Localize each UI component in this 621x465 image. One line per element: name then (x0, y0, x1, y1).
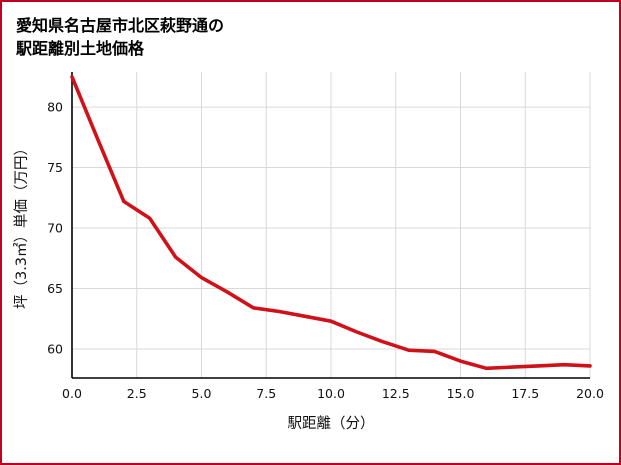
y-tick-label: 80 (47, 100, 63, 115)
chart-title: 愛知県名古屋市北区萩野通の 駅距離別土地価格 (2, 2, 619, 60)
y-tick-label: 60 (47, 342, 63, 357)
x-tick-label: 7.5 (256, 386, 276, 401)
land-price-line-chart: 0.0 2.5 5.0 7.5 10.0 12.5 15.0 17.5 20.0 60 65 70 75… (13, 72, 604, 432)
x-tick-label: 20.0 (576, 386, 604, 401)
y-tick-label: 70 (47, 221, 63, 236)
chart-area: 0.0 2.5 5.0 7.5 10.0 12.5 15.0 17.5 20.0 60 65 70 75… (10, 66, 619, 438)
x-tick-label: 0.0 (62, 386, 82, 401)
x-tick-label: 12.5 (382, 386, 410, 401)
x-tick-label: 10.0 (317, 386, 345, 401)
x-tick-label: 17.5 (511, 386, 539, 401)
x-tick-label: 2.5 (127, 386, 147, 401)
y-tick-label: 65 (47, 281, 63, 296)
y-axis-label: 坪（3.3㎡）単価（万円） (13, 141, 30, 309)
y-tick-label: 75 (47, 160, 63, 175)
price-line-series (70, 75, 592, 371)
x-axis-label: 駅距離（分） (288, 414, 375, 432)
x-tick-label: 15.0 (447, 386, 475, 401)
x-tick-label: 5.0 (192, 386, 212, 401)
chart-title-line1: 愛知県名古屋市北区萩野通の (16, 16, 225, 35)
chart-title-line2: 駅距離別土地価格 (16, 39, 145, 59)
